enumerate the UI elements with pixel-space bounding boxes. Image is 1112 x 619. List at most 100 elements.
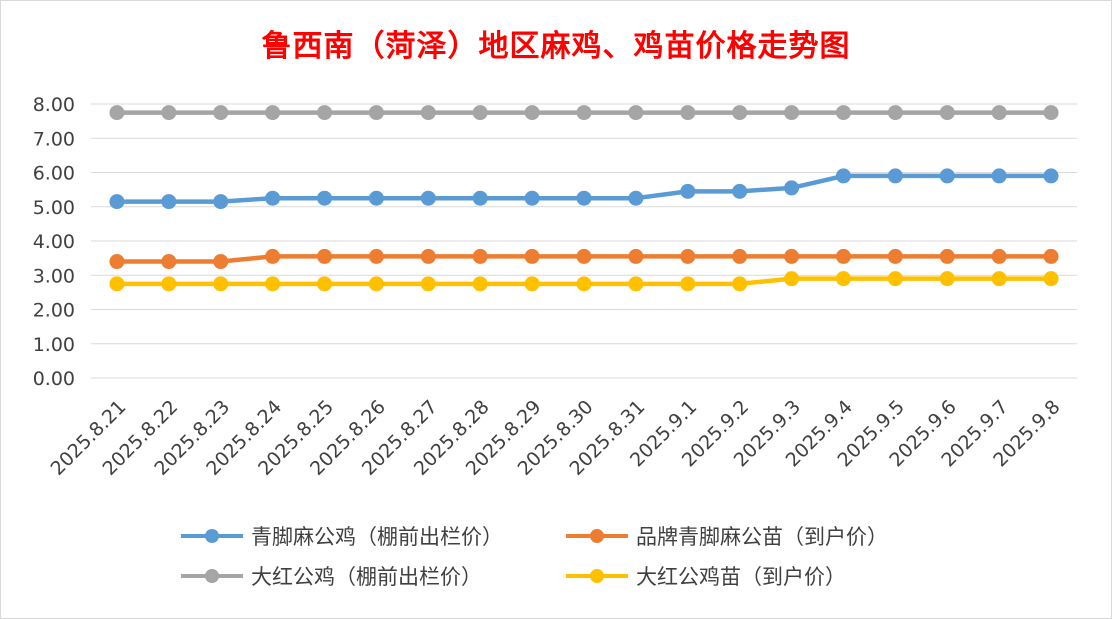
data-point-series-0	[939, 168, 955, 184]
data-point-series-1	[265, 248, 281, 264]
data-point-series-3	[317, 276, 333, 292]
data-point-series-0	[109, 194, 125, 210]
data-point-series-2	[939, 105, 955, 121]
data-point-series-3	[420, 276, 436, 292]
y-tick-label: 1.00	[33, 334, 75, 356]
data-point-series-0	[680, 183, 696, 199]
legend-swatch-series-0	[181, 526, 243, 546]
data-point-series-1	[368, 248, 384, 264]
legend-label-series-0: 青脚麻公鸡（棚前出栏价）	[251, 525, 503, 549]
data-point-series-3	[576, 276, 592, 292]
data-point-series-1	[628, 248, 644, 264]
data-point-series-0	[835, 168, 851, 184]
legend-label-series-2: 大红公鸡（棚前出栏价）	[251, 565, 482, 589]
data-point-series-0	[784, 180, 800, 196]
data-point-series-3	[213, 276, 229, 292]
legend-label-series-3: 大红公鸡苗（到户价）	[636, 565, 846, 589]
data-point-series-3	[109, 276, 125, 292]
data-point-series-3	[680, 276, 696, 292]
data-point-series-2	[628, 105, 644, 121]
chart-legend: 青脚麻公鸡（棚前出栏价） 品牌青脚麻公苗（到户价） 大红公鸡（棚前出栏价） 大红…	[181, 518, 981, 608]
data-point-series-2	[732, 105, 748, 121]
data-point-series-1	[161, 254, 177, 270]
data-point-series-0	[1043, 168, 1059, 184]
data-point-series-1	[784, 248, 800, 264]
data-point-series-3	[472, 276, 488, 292]
y-tick-label: 2.00	[33, 300, 75, 322]
data-point-series-1	[1043, 248, 1059, 264]
data-point-series-2	[368, 105, 384, 121]
chart-title: 鲁西南（菏泽）地区麻鸡、鸡苗价格走势图	[261, 29, 851, 64]
data-point-series-0	[213, 194, 229, 210]
data-point-series-1	[732, 248, 748, 264]
data-point-series-3	[887, 271, 903, 287]
legend-item-series-1: 品牌青脚麻公苗（到户价）	[566, 518, 888, 554]
data-point-series-3	[1043, 271, 1059, 287]
y-tick-label: 3.00	[33, 265, 75, 287]
data-point-series-0	[524, 190, 540, 206]
y-tick-label: 8.00	[33, 94, 75, 116]
data-point-series-2	[420, 105, 436, 121]
legend-item-series-3: 大红公鸡苗（到户价）	[566, 558, 846, 594]
data-point-series-2	[680, 105, 696, 121]
data-point-series-0	[472, 190, 488, 206]
data-point-series-2	[265, 105, 281, 121]
data-point-series-1	[472, 248, 488, 264]
data-point-series-1	[835, 248, 851, 264]
data-point-series-2	[887, 105, 903, 121]
data-point-series-2	[109, 105, 125, 121]
data-point-series-0	[420, 190, 436, 206]
y-tick-label: 6.00	[33, 163, 75, 185]
data-point-series-3	[784, 271, 800, 287]
data-point-series-0	[991, 168, 1007, 184]
data-point-series-3	[991, 271, 1007, 287]
data-point-series-2	[317, 105, 333, 121]
data-point-series-2	[991, 105, 1007, 121]
y-tick-label: 0.00	[33, 368, 75, 390]
data-point-series-3	[161, 276, 177, 292]
data-point-series-0	[576, 190, 592, 206]
data-point-series-1	[524, 248, 540, 264]
data-point-series-2	[1043, 105, 1059, 121]
legend-item-series-0: 青脚麻公鸡（棚前出栏价）	[181, 518, 503, 554]
data-point-series-0	[368, 190, 384, 206]
data-point-series-2	[524, 105, 540, 121]
data-point-series-2	[213, 105, 229, 121]
data-point-series-3	[368, 276, 384, 292]
data-point-series-3	[835, 271, 851, 287]
legend-swatch-series-3	[566, 566, 628, 586]
y-tick-label: 4.00	[33, 231, 75, 253]
data-point-series-0	[317, 190, 333, 206]
data-point-series-1	[939, 248, 955, 264]
legend-swatch-series-1	[566, 526, 628, 546]
data-point-series-2	[784, 105, 800, 121]
data-point-series-0	[732, 183, 748, 199]
data-point-series-3	[265, 276, 281, 292]
data-point-series-1	[991, 248, 1007, 264]
legend-label-series-1: 品牌青脚麻公苗（到户价）	[636, 525, 888, 549]
data-point-series-1	[109, 254, 125, 270]
data-point-series-1	[576, 248, 592, 264]
legend-swatch-series-2	[181, 566, 243, 586]
y-tick-label: 5.00	[33, 197, 75, 219]
data-point-series-0	[628, 190, 644, 206]
data-point-series-2	[835, 105, 851, 121]
data-point-series-3	[939, 271, 955, 287]
data-point-series-1	[420, 248, 436, 264]
data-point-series-2	[161, 105, 177, 121]
data-point-series-0	[887, 168, 903, 184]
data-point-series-3	[732, 276, 748, 292]
data-point-series-1	[680, 248, 696, 264]
data-point-series-1	[317, 248, 333, 264]
legend-item-series-2: 大红公鸡（棚前出栏价）	[181, 558, 482, 594]
y-tick-label: 7.00	[33, 128, 75, 150]
data-point-series-0	[161, 194, 177, 210]
data-point-series-2	[576, 105, 592, 121]
data-point-series-2	[472, 105, 488, 121]
data-point-series-3	[524, 276, 540, 292]
data-point-series-0	[265, 190, 281, 206]
data-point-series-3	[628, 276, 644, 292]
data-point-series-1	[887, 248, 903, 264]
